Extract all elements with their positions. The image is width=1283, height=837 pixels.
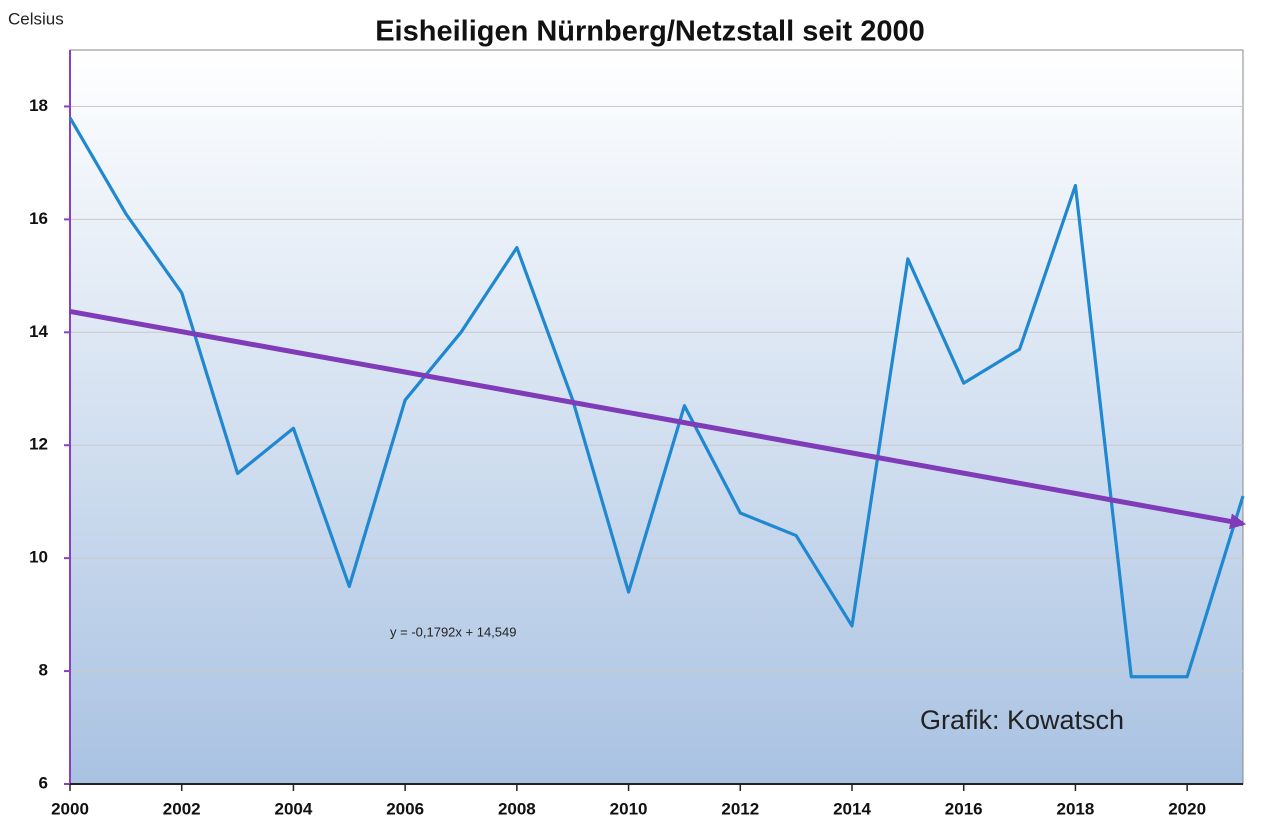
- y-tick-label: 18: [29, 96, 48, 115]
- x-tick-label: 2020: [1168, 799, 1206, 818]
- y-tick-label: 6: [39, 773, 48, 792]
- x-tick-label: 2000: [51, 799, 89, 818]
- y-tick-label: 16: [29, 209, 48, 228]
- data-line: [68, 116, 1245, 679]
- x-tick-label: 2016: [945, 799, 983, 818]
- y-tick-label: 14: [29, 322, 48, 341]
- x-tick-label: 2010: [610, 799, 648, 818]
- x-tick-label: 2002: [163, 799, 201, 818]
- x-tick-label: 2004: [275, 799, 313, 818]
- trend-equation: y = -0,1792x + 14,549: [390, 624, 516, 639]
- x-tick-label: 2006: [386, 799, 424, 818]
- y-axis-label: Celsius: [8, 9, 64, 28]
- x-tick-label: 2018: [1057, 799, 1095, 818]
- chart-title: Eisheiligen Nürnberg/Netzstall seit 2000: [375, 16, 925, 48]
- x-tick-label: 2014: [833, 799, 871, 818]
- trend-line: [69, 308, 1247, 530]
- credit: Grafik: Kowatsch: [920, 705, 1124, 735]
- y-tick-label: 12: [29, 435, 48, 454]
- x-tick-label: 2012: [721, 799, 759, 818]
- x-tick-label: 2008: [498, 799, 536, 818]
- y-tick-label: 8: [39, 661, 48, 680]
- y-tick-label: 10: [29, 548, 48, 567]
